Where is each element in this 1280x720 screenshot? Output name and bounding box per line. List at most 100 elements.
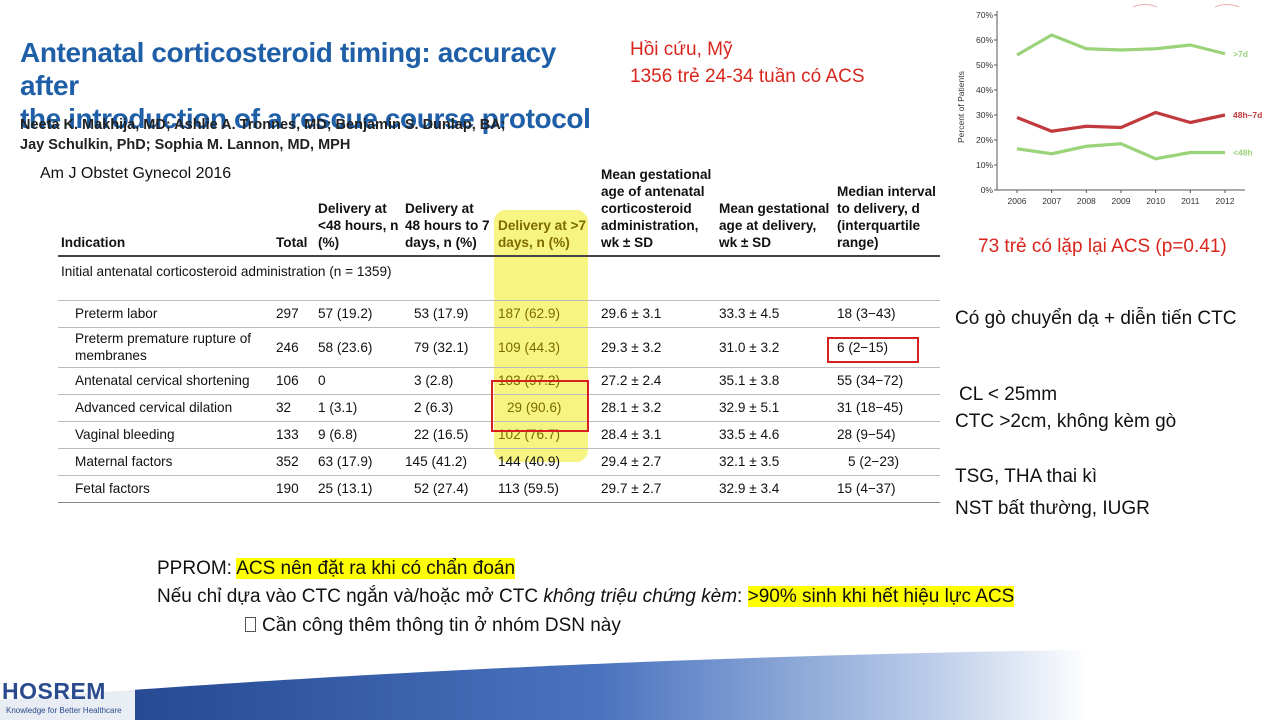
logo-name: HOSREM	[2, 678, 106, 704]
cell-ga-delivery: 31.0 ± 3.2	[716, 327, 834, 368]
paper-authors: Neeta K. Makhija, MD; Ashlie A. Tronnes,…	[20, 115, 580, 155]
chart-series-label: <48h	[1233, 148, 1253, 158]
cell-48h-7d: 145 (41.2)	[402, 448, 495, 476]
study-design-note: Hồi cứu, Mỹ 1356 trẻ 24-34 tuần có ACS	[630, 36, 865, 90]
cell-ga-delivery: 35.1 ± 3.8	[716, 367, 834, 395]
cell-interval: 55 (34−72)	[834, 367, 940, 395]
cell-interval: 28 (9−54)	[834, 421, 940, 449]
repeat-acs-note: 73 trẻ có lặp lại ACS (p=0.41)	[978, 236, 1227, 257]
cell-ga-admin: 29.4 ± 2.7	[598, 448, 716, 476]
cell-lt48: 63 (17.9)	[315, 448, 402, 476]
cervical-rows-highlight-box	[491, 380, 589, 432]
header-total: Total	[276, 235, 308, 250]
cell-48h-7d: 53 (17.9)	[402, 300, 495, 328]
paper-title: Antenatal corticosteroid timing: accurac…	[20, 36, 620, 135]
chart-x-tick-label: 2006	[1008, 196, 1027, 206]
hosrem-logo: HOSREM Knowledge for Better Healthcare	[0, 674, 135, 720]
cell-lt48: 25 (13.1)	[315, 475, 402, 503]
cell-total: 246	[273, 327, 315, 368]
chart-series-label: 48h–7d	[1233, 110, 1262, 120]
cell-gt7d: 187 (62.9)	[495, 300, 598, 328]
chart-series-line	[1016, 33, 1226, 57]
paper-title-line1: Antenatal corticosteroid timing: accurac…	[20, 37, 556, 101]
authors-line1: Neeta K. Makhija, MD; Ashlie A. Tronnes,…	[20, 117, 506, 133]
table-row: Fetal factors 190 25 (13.1) 52 (27.4) 11…	[58, 475, 940, 503]
cell-interval: 5 (2−23)	[834, 448, 940, 476]
cell-gt7d: 113 (59.5)	[495, 475, 598, 503]
cervix-italic: không triệu chứng kèm	[543, 586, 738, 607]
header-gt7d: Delivery at >7 days, n (%)	[498, 218, 587, 250]
chart-x-tick-label: 2009	[1112, 196, 1131, 206]
cervix-prefix: Nếu chỉ dựa vào CTC ngắn và/hoặc mở CTC	[157, 586, 544, 607]
header-48h-7d: Delivery at 48 hours to 7 days, n (%)	[405, 201, 490, 250]
chart-series-line	[1016, 142, 1225, 161]
cell-ga-delivery: 32.9 ± 5.1	[716, 394, 834, 422]
header-interval: Median interval to delivery, d (interqua…	[837, 184, 936, 250]
pprom-takeaway: PPROM: ACS nên đặt ra khi có chẩn đoán	[157, 558, 516, 580]
cell-interval: 31 (18−45)	[834, 394, 940, 422]
footer-wave-band	[0, 650, 1090, 720]
cell-ga-delivery: 32.9 ± 3.4	[716, 475, 834, 503]
chart-x-tick-label: 2007	[1042, 196, 1061, 206]
header-indication: Indication	[61, 235, 126, 250]
cell-ga-admin: 28.1 ± 3.2	[598, 394, 716, 422]
table-row: Vaginal bleeding 133 9 (6.8) 22 (16.5) 1…	[58, 421, 940, 449]
authors-line2: Jay Schulkin, PhD; Sophia M. Lannon, MD,…	[20, 137, 351, 153]
cell-ga-delivery: 33.3 ± 4.5	[716, 300, 834, 328]
cell-gt7d: 29 (90.6)	[495, 394, 598, 422]
cell-indication: Antenatal cervical shortening	[58, 367, 273, 395]
cervical-dilation-note: CTC >2cm, không kèm gò	[955, 411, 1177, 432]
cell-interval: 15 (4−37)	[834, 475, 940, 503]
table-section-row: Initial antenatal corticosteroid adminis…	[58, 256, 940, 301]
cell-ga-admin: 28.4 ± 3.1	[598, 421, 716, 449]
chart-series-line	[1016, 110, 1226, 133]
cell-ga-delivery: 33.5 ± 4.6	[716, 421, 834, 449]
chart-decoration	[1214, 4, 1240, 8]
cervix-separator: :	[737, 586, 748, 607]
conclusion-text: Cần công thêm thông tin ở nhóm DSN này	[262, 615, 621, 636]
header-ga-admin: Mean gestational age of antenatal cortic…	[601, 167, 712, 250]
cell-total: 32	[273, 394, 315, 422]
chart-y-tick-label: 40%	[976, 85, 993, 95]
cell-lt48: 58 (23.6)	[315, 327, 402, 368]
chart-y-tick-label: 10%	[976, 160, 993, 170]
chart-series-label: >7d	[1233, 49, 1248, 59]
arrow-glyph	[245, 617, 256, 632]
pprom-interval-highlight-box	[827, 337, 919, 363]
chart-decoration	[1132, 4, 1158, 8]
cell-indication: Advanced cervical dilation	[58, 394, 273, 422]
cell-indication: Maternal factors	[58, 448, 273, 476]
cell-indication: Preterm premature rupture of membranes	[58, 327, 273, 368]
cell-total: 106	[273, 367, 315, 395]
chart-x-tick-label: 2012	[1216, 196, 1235, 206]
table-header-row: Indication Total Delivery at <48 hours, …	[58, 166, 940, 256]
cell-ga-delivery: 32.1 ± 3.5	[716, 448, 834, 476]
cervix-takeaway: Nếu chỉ dựa vào CTC ngắn và/hoặc mở CTC …	[157, 586, 1015, 608]
chart-y-tick-label: 20%	[976, 135, 993, 145]
cell-total: 190	[273, 475, 315, 503]
chart-y-tick-label: 30%	[976, 110, 993, 120]
study-design-text: Hồi cứu, Mỹ	[630, 39, 733, 60]
cell-ga-admin: 27.2 ± 2.4	[598, 367, 716, 395]
table-row: Preterm premature rupture of membranes 2…	[58, 327, 940, 368]
cell-ga-admin: 29.6 ± 3.1	[598, 300, 716, 328]
cell-48h-7d: 52 (27.4)	[402, 475, 495, 503]
cell-gt7d: 144 (40.9)	[495, 448, 598, 476]
chart-x-tick-label: 2011	[1181, 196, 1200, 206]
cell-gt7d: 109 (44.3)	[495, 327, 598, 368]
cell-48h-7d: 2 (6.3)	[402, 394, 495, 422]
cell-indication: Preterm labor	[58, 300, 273, 328]
paper-title-line2: the introduction of a rescue course prot…	[20, 103, 591, 134]
chart-ylabel: Percent of Patients	[956, 71, 966, 143]
maternal-factors-note: TSG, THA thai kì	[955, 466, 1098, 487]
cervical-length-note: CL < 25mm	[959, 384, 1058, 405]
cell-indication: Fetal factors	[58, 475, 273, 503]
cell-ga-admin: 29.7 ± 2.7	[598, 475, 716, 503]
header-lt48: Delivery at <48 hours, n (%)	[318, 201, 399, 250]
cell-48h-7d: 79 (32.1)	[402, 327, 495, 368]
table-row: Advanced cervical dilation 32 1 (3.1) 2 …	[58, 394, 940, 422]
cell-lt48: 9 (6.8)	[315, 421, 402, 449]
header-ga-delivery: Mean gestational age at delivery, wk ± S…	[719, 201, 830, 250]
pprom-prefix: PPROM:	[157, 558, 237, 579]
table-row: Maternal factors 352 63 (17.9) 145 (41.2…	[58, 448, 940, 476]
